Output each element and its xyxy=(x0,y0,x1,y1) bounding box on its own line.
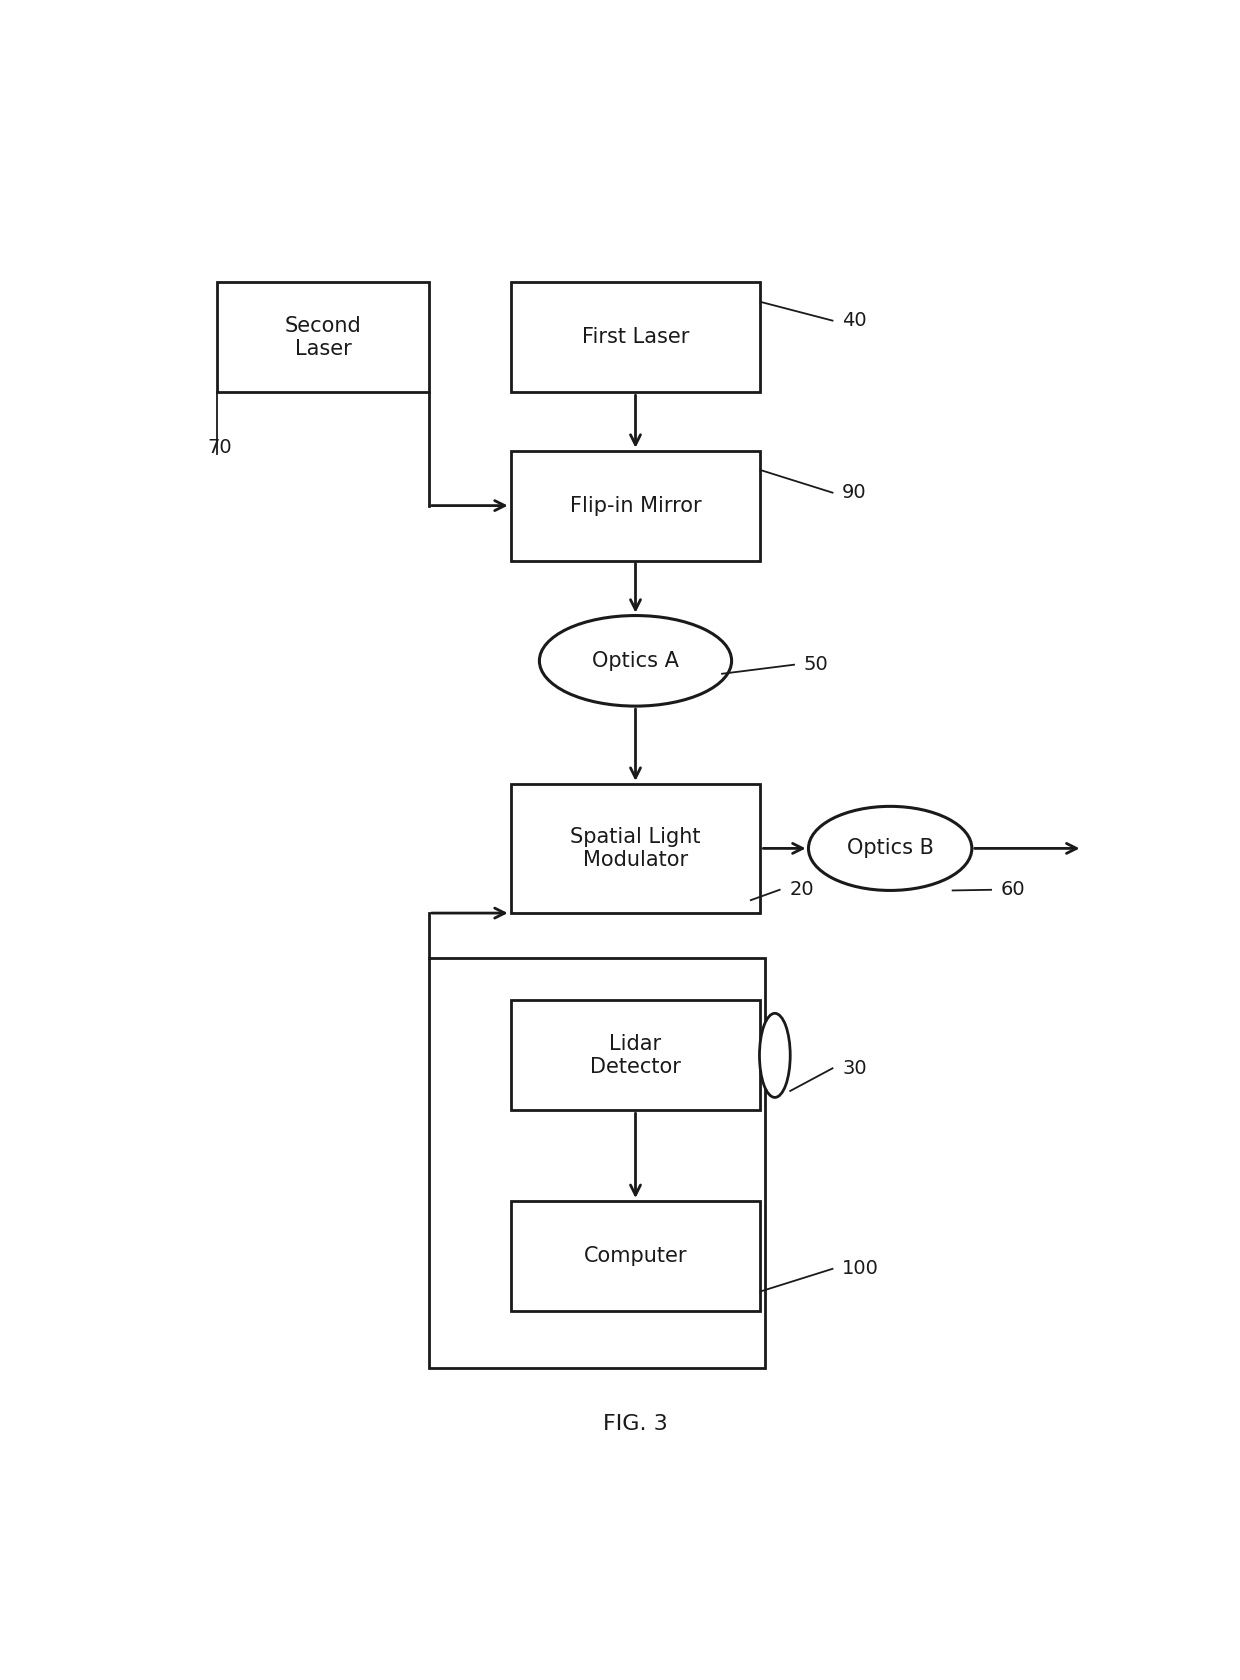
Bar xyxy=(511,450,760,561)
Ellipse shape xyxy=(539,615,732,706)
Text: Computer: Computer xyxy=(584,1247,687,1267)
Bar xyxy=(511,1000,760,1110)
Text: Second
Laser: Second Laser xyxy=(285,316,362,360)
Bar xyxy=(511,282,760,393)
Bar xyxy=(217,282,429,393)
Text: Optics B: Optics B xyxy=(847,838,934,858)
Text: Lidar
Detector: Lidar Detector xyxy=(590,1033,681,1077)
Text: 90: 90 xyxy=(842,484,867,502)
Text: Flip-in Mirror: Flip-in Mirror xyxy=(569,496,702,516)
Text: 20: 20 xyxy=(789,880,813,899)
Bar xyxy=(429,958,765,1369)
Text: FIG. 3: FIG. 3 xyxy=(603,1415,668,1435)
Text: 50: 50 xyxy=(804,655,828,674)
Text: Spatial Light
Modulator: Spatial Light Modulator xyxy=(570,827,701,870)
Text: First Laser: First Laser xyxy=(582,328,689,348)
Text: Optics A: Optics A xyxy=(591,650,680,670)
Bar xyxy=(511,1201,760,1310)
Text: 60: 60 xyxy=(1001,880,1025,899)
Text: 100: 100 xyxy=(842,1260,879,1278)
Text: 30: 30 xyxy=(842,1058,867,1079)
Ellipse shape xyxy=(808,806,972,890)
Ellipse shape xyxy=(759,1013,790,1097)
Bar xyxy=(511,783,760,912)
Text: 70: 70 xyxy=(208,438,232,457)
Text: 40: 40 xyxy=(842,311,867,329)
